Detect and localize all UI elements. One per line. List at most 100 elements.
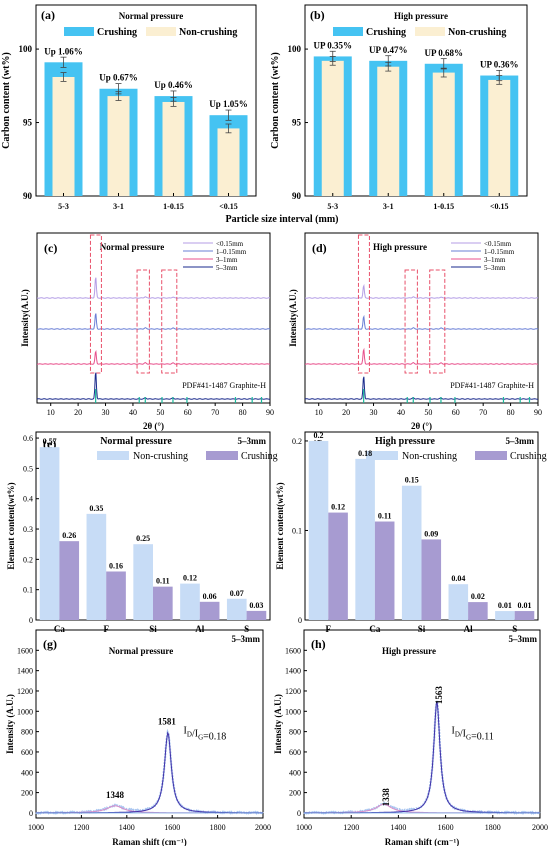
panel-h-xlabel: Raman shift (cm⁻¹) <box>385 837 459 846</box>
panel-c-xtick-label: 80 <box>239 408 247 417</box>
panel-e-legend-crushing: Crushing <box>241 451 278 462</box>
panel-g-xtick-label: 1600 <box>164 823 180 832</box>
panel-f-ylabel: Element content(wt%) <box>275 482 285 569</box>
panel-g-xtick-label: 1400 <box>119 823 135 832</box>
panel-b-legend-noncrushing: Non-crushing <box>448 27 506 38</box>
panel-g-frame <box>35 629 264 819</box>
panel-c-xtick-label: 70 <box>211 408 219 417</box>
panel-d-xtick-label: 30 <box>370 408 378 417</box>
panel-d-legend-entry: 1–0.15mm <box>484 248 515 256</box>
panel-e-bar-crushing <box>199 601 220 620</box>
panel-e-data-label: 0.07 <box>230 589 244 598</box>
panel-c-trace <box>36 372 271 400</box>
panel-b-xtick-label: 5-3 <box>327 202 338 211</box>
panel-f-legend-crushing: Crushing <box>510 451 547 462</box>
panel-a-label: (a) <box>41 8 55 22</box>
panel-a-annotation: Up 0.67% <box>99 73 138 83</box>
panel-b-annotation: UP 0.35% <box>313 40 352 50</box>
panel-c-highlight-box <box>89 234 102 374</box>
panel-d-highlight-box <box>429 269 446 374</box>
panel-d-xtick-label: 60 <box>452 408 460 417</box>
panel-h-frame <box>303 629 541 819</box>
panel-e-xtick-label: Si <box>149 624 157 634</box>
panel-f-bar-noncrushing <box>495 611 515 620</box>
panel-b-frame <box>304 4 528 197</box>
panel-h-xtick-label: 1400 <box>390 823 406 832</box>
panel-f-xtick-label: Ca <box>369 624 380 634</box>
panel-b-xtick-label: 3-1 <box>383 202 394 211</box>
panel-g-label: (g) <box>43 637 57 651</box>
panel-e-ytick-label: 0.5 <box>23 464 33 473</box>
panel-c-xlabel: 2θ (°) <box>143 421 164 431</box>
panel-b-xtick-label: 1-0.15 <box>433 202 454 211</box>
panel-b-legend-crushing: Crushing <box>366 27 406 38</box>
panel-h-ytick-label: 200 <box>289 789 301 798</box>
panel-c-trace <box>36 313 271 330</box>
panel-f-data-label: 0.09 <box>424 529 438 538</box>
panel-a-bar-noncrushing <box>107 96 130 196</box>
panel-g-ratio-subscript: D <box>187 731 192 739</box>
panel-d-label: (d) <box>312 241 327 255</box>
panel-h-xtick-label: 1600 <box>438 823 454 832</box>
panel-f-data-label: 0.18 <box>358 449 372 458</box>
panel-g-peak-label: 1348 <box>106 790 125 800</box>
panel-h-ytick-label: 600 <box>289 748 301 757</box>
panel-a-ytick-label: 95 <box>23 118 33 128</box>
panel-e-bar-crushing <box>153 586 173 620</box>
panel-g-xtick-label: 1800 <box>210 823 226 832</box>
panel-f-bar-crushing <box>514 611 535 620</box>
panel-c-legend-entry: 3–1mm <box>216 256 238 264</box>
panel-c-frame <box>36 232 271 404</box>
panel-c-xtick-label: 50 <box>156 408 164 417</box>
panel-a-ylabel: Carbon content (wt%) <box>1 52 12 149</box>
panel-h-ratio-subscript: G <box>466 734 471 742</box>
panel-e-note: 5–3mm <box>238 436 267 446</box>
panel-b-ytick-label: 95 <box>292 118 302 128</box>
panel-f-xtick-label: S <box>512 624 517 634</box>
panel-a-annotation: Up 0.46% <box>154 80 193 90</box>
panel-d-legend-entry: 5–3mm <box>484 264 506 272</box>
panel-h-ylabel: Intensity (A.U.) <box>273 694 283 754</box>
panel-g-ratio-text: =0.18 <box>203 732 226 743</box>
panel-a-annotation: Up 1.06% <box>44 46 83 56</box>
panel-g-ytick-label: 400 <box>21 768 33 777</box>
panel-c-xtick-label: 10 <box>47 408 55 417</box>
panel-f-bar-noncrushing <box>308 440 329 620</box>
panel-d-xlabel: 2θ (°) <box>411 421 432 431</box>
panel-a-bar-noncrushing <box>162 101 185 196</box>
panel-a-xtick-label: 5-3 <box>58 202 69 211</box>
panel-a-bar-noncrushing <box>52 76 75 196</box>
panel-b-xtick-label: <0.15 <box>490 202 509 211</box>
panel-a-bar-noncrushing <box>217 128 240 196</box>
panel-f-bar-crushing <box>468 602 488 620</box>
panel-g-xtick-label: 1000 <box>28 823 44 832</box>
panel-c-ylabel: Intensity(A.U.) <box>20 289 30 347</box>
panel-g-ylabel: Intensity (A.U.) <box>5 694 15 754</box>
panel-f-ytick-label: 0.1 <box>292 526 302 535</box>
panel-e-ytick-label: 0.2 <box>23 555 33 564</box>
panel-h-ratio-text: /I <box>460 729 466 740</box>
panel-h-ytick-label: 400 <box>289 768 301 777</box>
panel-h-xtick-label: 1800 <box>485 823 501 832</box>
panel-c-xtick-label: 60 <box>184 408 192 417</box>
panel-g-spectrum <box>35 728 264 815</box>
panel-d-trace <box>304 314 539 330</box>
panel-h-spectrum <box>303 700 541 815</box>
panel-e-xtick-label: Al <box>195 624 204 634</box>
panel-d-trace <box>304 376 539 400</box>
panel-f-xtick-label: Al <box>464 624 473 634</box>
panel-c-highlight-box <box>161 269 178 374</box>
panel-h-peak-label: 1563 <box>434 686 444 705</box>
panel-d-title: High pressure <box>373 242 427 252</box>
panel-g-ytick-label: 1000 <box>17 707 33 716</box>
panel-h-xtick-label: 1200 <box>343 823 359 832</box>
panel-f-note: 5–3mm <box>506 436 535 446</box>
panel-h-xtick-label: 2000 <box>532 823 548 832</box>
panel-d-trace <box>304 347 539 365</box>
panel-f-title: High pressure <box>375 436 435 447</box>
panel-d-xtick-label: 40 <box>397 408 405 417</box>
panel-a-legend-noncrushing: Non-crushing <box>179 27 237 38</box>
panel-c-trace <box>36 277 271 299</box>
panel-a-frame <box>35 4 257 197</box>
panel-g-peak-label: 1581 <box>158 717 177 727</box>
